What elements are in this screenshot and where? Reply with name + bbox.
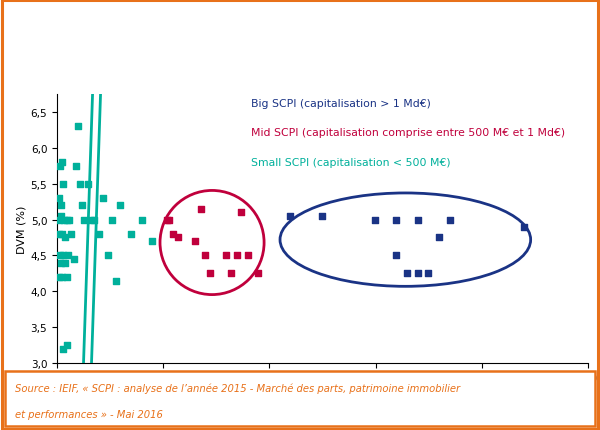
Point	[169, 231, 178, 238]
Point	[54, 231, 64, 238]
Point	[221, 252, 231, 259]
Point	[60, 234, 70, 241]
Point	[137, 217, 146, 224]
Point	[62, 274, 72, 281]
Point	[243, 252, 253, 259]
Point	[57, 159, 67, 166]
Point	[83, 181, 93, 187]
Point	[226, 270, 236, 277]
Point	[56, 213, 65, 220]
Text: et performances » - Mai 2016: et performances » - Mai 2016	[15, 409, 163, 419]
Point	[77, 202, 87, 209]
Text: Big SCPI (capitalisation > 1 Md€): Big SCPI (capitalisation > 1 Md€)	[251, 98, 431, 109]
Point	[56, 260, 65, 267]
Text: Small SCPI (capitalisation < 500 M€): Small SCPI (capitalisation < 500 M€)	[251, 158, 451, 168]
Point	[63, 252, 73, 259]
Point	[445, 217, 454, 224]
Point	[62, 217, 72, 224]
Point	[54, 217, 64, 224]
Point	[200, 252, 210, 259]
Point	[148, 238, 157, 245]
Point	[71, 163, 80, 170]
Point	[94, 231, 104, 238]
Point	[413, 217, 422, 224]
Point	[62, 342, 72, 349]
Point	[402, 270, 412, 277]
FancyBboxPatch shape	[5, 372, 595, 426]
Point	[86, 217, 95, 224]
Text: Mid SCPI (capitalisation comprise entre 500 M€ et 1 Md€): Mid SCPI (capitalisation comprise entre …	[251, 128, 565, 138]
Point	[392, 217, 401, 224]
Point	[54, 274, 64, 281]
Point	[111, 277, 121, 284]
Point	[519, 224, 529, 230]
Point	[232, 252, 242, 259]
Point	[424, 270, 433, 277]
Point	[236, 209, 246, 216]
Point	[73, 123, 83, 130]
Point	[55, 195, 64, 202]
X-axis label: Capitalisation (M€): Capitalisation (M€)	[270, 387, 375, 397]
Point	[58, 181, 68, 187]
Text: Relation entre la performance (DVM, en %) et la taille (capitalisation, en M€): Relation entre la performance (DVM, en %…	[34, 20, 566, 33]
Point	[69, 256, 79, 263]
Point	[392, 252, 401, 259]
Point	[196, 206, 206, 213]
Text: Source : IEIF, « SCPI : analyse de l’année 2015 - Marché des parts, patrimoine i: Source : IEIF, « SCPI : analyse de l’ann…	[15, 382, 460, 393]
Point	[75, 181, 85, 187]
Point	[59, 217, 69, 224]
Y-axis label: DVM (%): DVM (%)	[16, 205, 26, 253]
Point	[60, 260, 70, 267]
Point	[55, 252, 64, 259]
Point	[58, 346, 68, 353]
Point	[56, 202, 65, 209]
Point	[126, 231, 136, 238]
Point	[190, 238, 199, 245]
Point	[89, 217, 99, 224]
Point	[434, 234, 443, 241]
Point	[57, 274, 67, 281]
Point	[103, 252, 112, 259]
Point	[254, 270, 263, 277]
Point	[173, 234, 182, 241]
Point	[98, 195, 108, 202]
Point	[115, 202, 125, 209]
Point	[79, 217, 89, 224]
Point	[55, 163, 64, 170]
Point	[57, 231, 67, 238]
Point	[286, 213, 295, 220]
Point	[164, 217, 174, 224]
Point	[107, 217, 116, 224]
Point	[162, 217, 172, 224]
Point	[205, 270, 214, 277]
Point	[317, 213, 327, 220]
Point	[58, 252, 68, 259]
Point	[370, 217, 380, 224]
Text: des SCPI Immobilier d’entreprise: des SCPI Immobilier d’entreprise	[169, 58, 431, 72]
Point	[65, 217, 74, 224]
Point	[413, 270, 422, 277]
Point	[67, 231, 76, 238]
